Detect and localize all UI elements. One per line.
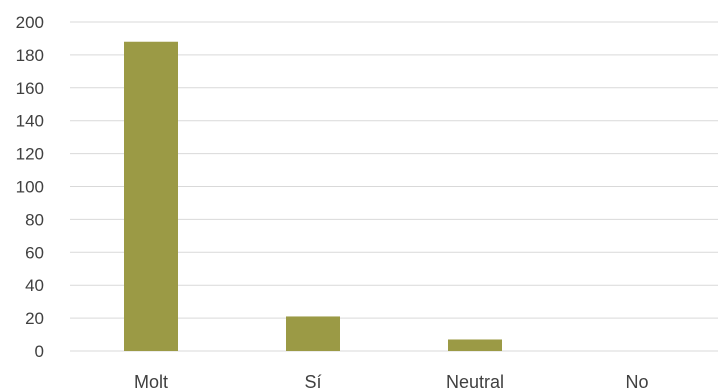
y-tick-label: 100 <box>16 178 44 197</box>
bar-1 <box>286 316 340 351</box>
x-tick-label: Neutral <box>446 372 504 392</box>
y-axis-ticks: 0 20 40 60 80 100 120 140 160 180 200 <box>16 13 44 361</box>
y-tick-label: 180 <box>16 46 44 65</box>
y-tick-label: 140 <box>16 112 44 131</box>
y-tick-label: 60 <box>25 243 44 262</box>
y-tick-label: 160 <box>16 79 44 98</box>
x-tick-label: Molt <box>134 372 168 392</box>
bar-0 <box>124 41 178 352</box>
y-tick-label: 120 <box>16 145 44 164</box>
x-tick-label: Sí <box>304 372 321 392</box>
bars <box>124 41 502 352</box>
y-tick-label: 0 <box>35 342 44 361</box>
y-tick-label: 80 <box>25 210 44 229</box>
y-tick-label: 40 <box>25 276 44 295</box>
bar-2 <box>448 339 502 351</box>
y-tick-label: 20 <box>25 309 44 328</box>
y-tick-label: 200 <box>16 13 44 32</box>
x-tick-label: No <box>625 372 648 392</box>
x-axis-ticks: Molt Sí Neutral No <box>134 372 649 392</box>
